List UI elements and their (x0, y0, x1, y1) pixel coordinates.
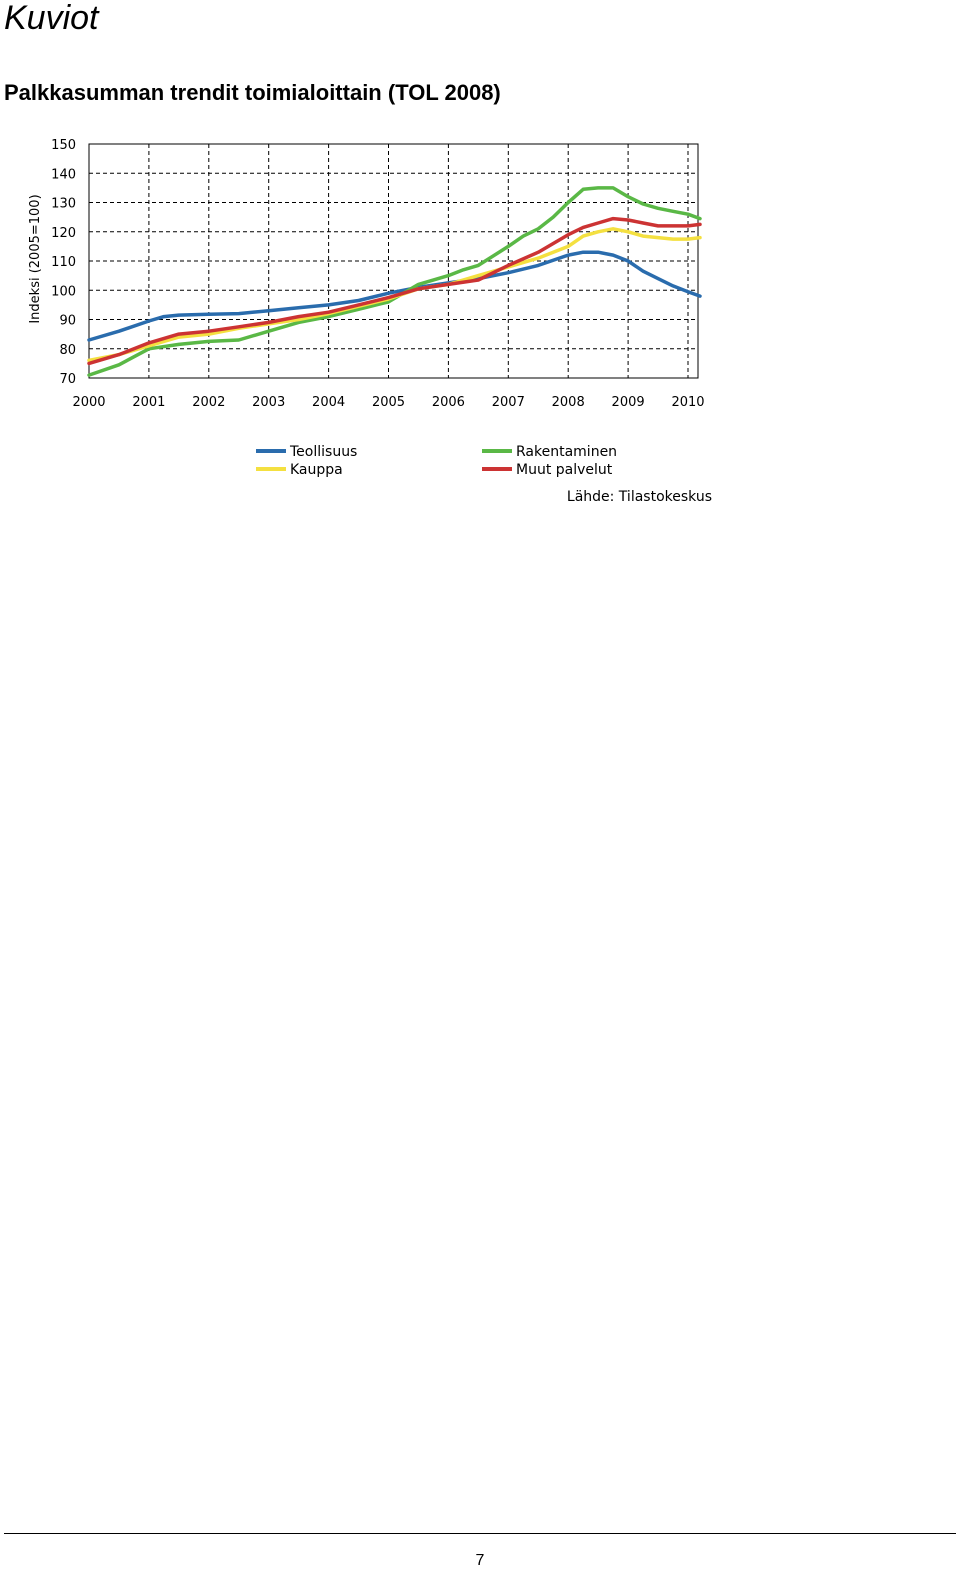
legend-label: Kauppa (290, 462, 343, 478)
source-note: Lähde: Tilastokeskus (567, 489, 712, 505)
x-tick-label: 2000 (72, 395, 105, 410)
legend: Teollisuus Rakentaminen Kauppa Muut palvelu… (256, 444, 617, 478)
series-line-3 (87, 227, 702, 363)
x-tick-label: 2007 (492, 395, 525, 410)
y-tick-label: 90 (59, 314, 76, 329)
legend-label: Muut palvelut (516, 462, 613, 478)
page-number: 7 (475, 1552, 485, 1569)
y-tick-label: 120 (51, 226, 76, 241)
chart-heading: Palkkasumman trendit toimialoittain (TOL… (4, 80, 501, 105)
legend-label: Teollisuus (289, 444, 357, 460)
series-line-2 (87, 186, 702, 377)
x-tick-label: 2001 (132, 395, 165, 410)
y-axis: 70 80 90 100 110 120 130 140 150 (51, 138, 76, 387)
y-tick-label: 150 (51, 138, 76, 153)
y-tick-label: 80 (59, 343, 76, 358)
x-tick-label: 2004 (312, 395, 345, 410)
x-axis: 2000 2001 2002 2003 2004 2005 2006 2007 2008 2009… (72, 395, 704, 410)
y-tick-label: 140 (51, 167, 76, 182)
x-tick-label: 2009 (612, 395, 645, 410)
legend-label: Rakentaminen (516, 444, 617, 460)
y-axis-label: Indeksi (2005=100) (28, 194, 43, 323)
x-tick-label: 2006 (432, 395, 465, 410)
x-tick-label: 2008 (552, 395, 585, 410)
y-tick-label: 110 (51, 255, 76, 270)
series-lines (87, 186, 702, 377)
x-tick-label: 2005 (372, 395, 405, 410)
x-tick-label: 2010 (671, 395, 704, 410)
plot-frame (88, 143, 699, 379)
chart-grid (89, 144, 698, 378)
footer-rule (4, 1533, 956, 1534)
y-tick-label: 70 (59, 372, 76, 387)
y-tick-label: 130 (51, 197, 76, 212)
series-line-4 (87, 216, 702, 366)
x-tick-label: 2003 (252, 395, 285, 410)
x-tick-label: 2002 (192, 395, 225, 410)
section-heading: Kuviot (4, 0, 99, 37)
y-tick-label: 100 (51, 284, 76, 299)
